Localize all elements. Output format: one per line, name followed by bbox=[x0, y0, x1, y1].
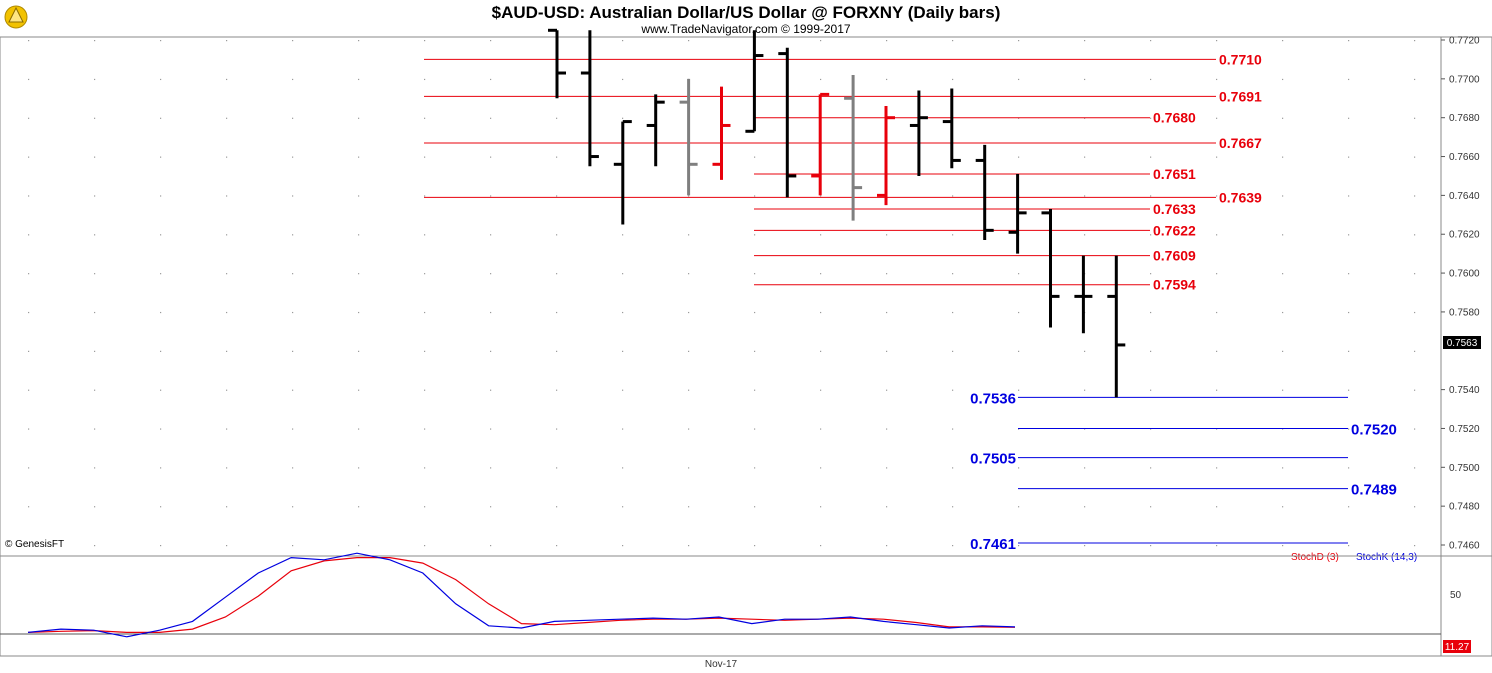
price-tick-label: 0.7660 bbox=[1449, 152, 1480, 163]
price-bar bbox=[942, 88, 961, 169]
price-tick-label: 0.7600 bbox=[1449, 269, 1480, 280]
resistance-label: 0.7622 bbox=[1153, 222, 1196, 238]
stochastic-last-value: 11.27 bbox=[1443, 640, 1471, 653]
price-bar bbox=[646, 94, 665, 167]
price-tick-label: 0.7540 bbox=[1449, 385, 1480, 396]
support-label: 0.7461 bbox=[970, 536, 1016, 553]
price-tick-label: 0.7460 bbox=[1449, 541, 1480, 552]
resistance-label: 0.7609 bbox=[1153, 248, 1196, 264]
price-bar bbox=[580, 30, 599, 167]
stoch-k-legend: StochK (14,3) bbox=[1356, 552, 1417, 563]
resistance-levels: 0.7710 0.7691 0.7680 0.7667 0.7651 0.7639 0.76… bbox=[424, 51, 1262, 293]
svg-text:0.7563: 0.7563 bbox=[1447, 338, 1478, 349]
chart-subtitle: www.TradeNavigator.com © 1999-2017 bbox=[640, 22, 850, 36]
price-tick-label: 0.7700 bbox=[1449, 74, 1480, 85]
stoch-k-line bbox=[27, 552, 1016, 638]
support-label: 0.7520 bbox=[1351, 421, 1397, 438]
price-bar bbox=[844, 74, 863, 221]
price-tick-label: 0.7580 bbox=[1449, 307, 1480, 318]
price-bar bbox=[877, 106, 895, 206]
resistance-label: 0.7639 bbox=[1219, 189, 1262, 205]
price-bar bbox=[548, 28, 566, 99]
price-bar bbox=[1008, 174, 1027, 254]
resistance-label: 0.7680 bbox=[1153, 110, 1196, 126]
price-axis-ticks: 0.7720 0.7700 0.7680 0.7660 0.7640 0.7620 0.76… bbox=[1441, 36, 1480, 552]
resistance-label: 0.7667 bbox=[1219, 135, 1262, 151]
price-bar bbox=[679, 78, 698, 196]
support-label: 0.7489 bbox=[1351, 482, 1397, 499]
price-tick-label: 0.7720 bbox=[1449, 36, 1480, 47]
price-tick-label: 0.7520 bbox=[1449, 424, 1480, 435]
resistance-label: 0.7710 bbox=[1219, 51, 1262, 67]
price-bar bbox=[1074, 255, 1093, 334]
resistance-label: 0.7633 bbox=[1153, 201, 1196, 217]
chart-title: $AUD-USD: Australian Dollar/US Dollar @ … bbox=[492, 3, 1001, 22]
price-bar bbox=[811, 92, 830, 196]
stoch-d-legend: StochD (3) bbox=[1291, 552, 1339, 563]
price-bar bbox=[909, 90, 928, 176]
support-label: 0.7505 bbox=[970, 451, 1016, 468]
price-bar bbox=[712, 86, 731, 180]
stochastic-axis-panel bbox=[1440, 555, 1492, 657]
price-bars bbox=[548, 28, 1126, 398]
price-bar bbox=[1107, 255, 1126, 398]
x-axis-label: Nov-17 bbox=[705, 659, 738, 670]
trade-navigator-logo-icon bbox=[4, 5, 28, 29]
price-bar bbox=[975, 144, 994, 241]
price-tick-label: 0.7620 bbox=[1449, 230, 1480, 241]
price-tick-label: 0.7640 bbox=[1449, 191, 1480, 202]
support-label: 0.7536 bbox=[970, 390, 1016, 407]
price-tick-label: 0.7680 bbox=[1449, 113, 1480, 124]
price-bar bbox=[613, 120, 632, 225]
resistance-label: 0.7691 bbox=[1219, 88, 1262, 104]
stochastic-tick-50: 50 bbox=[1450, 590, 1462, 601]
price-bar bbox=[745, 30, 764, 133]
price-tick-label: 0.7500 bbox=[1449, 463, 1480, 474]
last-price-marker: 0.7563 bbox=[1443, 336, 1481, 349]
price-tick-label: 0.7480 bbox=[1449, 502, 1480, 513]
stoch-d-line bbox=[27, 556, 1016, 634]
price-bar bbox=[1041, 208, 1060, 328]
svg-text:11.27: 11.27 bbox=[1445, 642, 1470, 653]
price-bar bbox=[778, 47, 797, 198]
credit-label: © GenesisFT bbox=[5, 539, 64, 550]
support-levels: 0.7536 0.7520 0.7505 0.7489 0.7461 bbox=[970, 390, 1397, 553]
resistance-label: 0.7594 bbox=[1153, 277, 1196, 293]
resistance-label: 0.7651 bbox=[1153, 166, 1196, 182]
